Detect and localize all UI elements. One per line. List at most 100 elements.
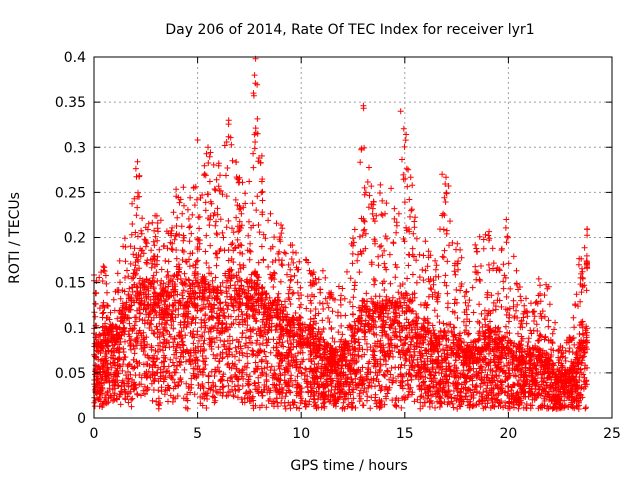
data-point: [154, 220, 161, 226]
data-point: [445, 300, 451, 307]
data-point: [444, 258, 451, 265]
data-point: [239, 366, 246, 373]
data-point: [239, 352, 246, 359]
data-point: [281, 403, 288, 409]
data-point: [319, 300, 326, 307]
data-point: [245, 344, 252, 351]
data-point: [427, 285, 434, 292]
data-point: [285, 294, 292, 301]
data-point: [366, 379, 373, 386]
data-point: [219, 229, 226, 236]
data-point: [215, 320, 222, 327]
data-point: [571, 324, 578, 331]
data-point: [231, 383, 238, 390]
data-point: [225, 217, 232, 224]
data-point: [440, 320, 447, 327]
data-point: [134, 390, 140, 397]
data-point: [91, 353, 98, 360]
data-point: [371, 281, 378, 288]
data-point: [176, 231, 183, 238]
data-point: [277, 278, 284, 285]
data-point: [259, 340, 266, 347]
data-point: [249, 347, 256, 354]
data-point: [367, 344, 374, 351]
data-point: [267, 349, 274, 356]
data-point: [294, 279, 301, 286]
data-point: [413, 257, 420, 264]
data-point: [201, 329, 208, 336]
data-point: [425, 248, 432, 255]
data-point: [436, 319, 443, 326]
data-point: [307, 308, 314, 314]
data-point: [403, 165, 410, 172]
data-point: [335, 309, 341, 316]
data-point: [212, 222, 219, 229]
data-point: [504, 234, 511, 241]
data-point: [405, 262, 412, 269]
data-point: [408, 207, 415, 214]
data-point: [500, 261, 507, 268]
data-point: [549, 330, 556, 337]
data-point: [282, 298, 288, 305]
data-point: [212, 187, 219, 194]
data-point: [416, 341, 423, 347]
data-point: [339, 362, 346, 369]
data-point: [325, 315, 331, 322]
data-point: [252, 382, 259, 389]
data-point: [189, 211, 196, 218]
data-point: [96, 331, 103, 338]
data-point: [364, 179, 371, 185]
data-point: [572, 350, 579, 357]
data-point: [398, 327, 405, 334]
data-point: [252, 139, 259, 145]
data-point: [246, 178, 253, 185]
data-point: [232, 196, 239, 203]
data-point: [233, 159, 240, 165]
data-point: [294, 373, 301, 380]
data-point: [452, 296, 459, 303]
data-point: [202, 207, 209, 214]
data-point: [498, 245, 505, 252]
data-point: [388, 365, 395, 371]
data-point: [133, 212, 140, 219]
data-point: [407, 174, 414, 181]
data-point: [137, 275, 143, 282]
data-point: [409, 271, 416, 278]
data-point: [239, 383, 246, 389]
data-point: [253, 207, 260, 214]
data-point: [458, 254, 465, 261]
data-point: [408, 206, 415, 213]
data-point: [501, 363, 507, 370]
data-point: [156, 246, 163, 253]
data-point: [388, 336, 395, 343]
data-point: [205, 281, 212, 288]
data-point: [377, 387, 384, 394]
data-point: [148, 247, 155, 254]
data-point: [275, 250, 282, 257]
data-point: [489, 245, 496, 252]
data-point: [397, 354, 404, 361]
data-point: [166, 344, 173, 351]
data-point: [290, 249, 296, 256]
data-point: [384, 367, 390, 374]
data-point: [562, 347, 569, 354]
data-point: [541, 313, 548, 320]
data-point: [217, 216, 224, 223]
data-point: [483, 388, 490, 395]
data-point: [246, 373, 253, 380]
data-point: [152, 347, 159, 354]
data-point: [481, 307, 488, 314]
data-point: [429, 400, 436, 407]
data-point: [176, 264, 183, 271]
data-point: [125, 361, 132, 368]
data-point: [333, 375, 340, 382]
data-point: [375, 253, 382, 260]
data-point: [242, 190, 249, 197]
data-point: [500, 278, 507, 285]
data-point: [341, 295, 348, 302]
data-point: [259, 188, 266, 195]
data-point: [325, 304, 332, 311]
data-point: [170, 303, 177, 309]
data-point: [206, 153, 213, 160]
data-point: [465, 331, 471, 338]
